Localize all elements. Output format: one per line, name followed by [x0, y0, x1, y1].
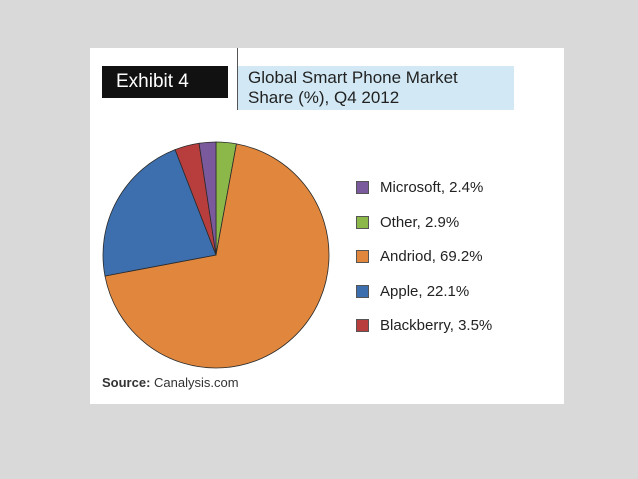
source-note: Source: Canalysis.com [102, 375, 239, 390]
legend-item-other: Other, 2.9% [356, 213, 556, 248]
source-label: Source: [102, 375, 151, 390]
legend-item-blackberry: Blackberry, 3.5% [356, 316, 556, 351]
legend-swatch-blackberry [356, 319, 369, 332]
legend-swatch-andriod [356, 250, 369, 263]
legend-item-andriod: Andriod, 69.2% [356, 247, 556, 282]
legend-swatch-other [356, 215, 369, 229]
header-divider [237, 48, 238, 110]
pie-slice-apple [102, 149, 217, 277]
exhibit-card: Exhibit 4 Global Smart Phone Market Shar… [90, 48, 564, 404]
source-value: Canalysis.com [154, 375, 239, 390]
chart-title-line-1: Global Smart Phone Market [248, 68, 458, 87]
exhibit-label: Exhibit 4 [102, 66, 228, 98]
legend-item-microsoft: Microsoft, 2.4% [356, 178, 556, 213]
chart-title-line-2: Share (%), Q4 2012 [248, 88, 400, 107]
legend-swatch-apple [356, 284, 369, 298]
pie-chart [102, 141, 330, 369]
chart-title-box: Global Smart Phone Market Share (%), Q4 … [238, 66, 514, 110]
pie-slice-microsoft [198, 141, 217, 256]
pie-slice-andriod [104, 143, 330, 369]
legend-swatch-microsoft [356, 181, 369, 194]
chart-legend: Microsoft, 2.4% Other, 2.9% Andriod, 69.2%… [356, 178, 556, 351]
legend-label-andriod: Andriod, 69.2% [380, 248, 483, 265]
legend-label-blackberry: Blackberry, 3.5% [380, 317, 493, 334]
legend-label-other: Other, 2.9% [380, 213, 460, 231]
pie-slices [102, 141, 330, 369]
chart-title: Global Smart Phone Market Share (%), Q4 … [248, 68, 510, 108]
legend-label-apple: Apple, 22.1% [380, 282, 470, 300]
legend-label-microsoft: Microsoft, 2.4% [380, 179, 484, 196]
legend-item-apple: Apple, 22.1% [356, 282, 556, 317]
